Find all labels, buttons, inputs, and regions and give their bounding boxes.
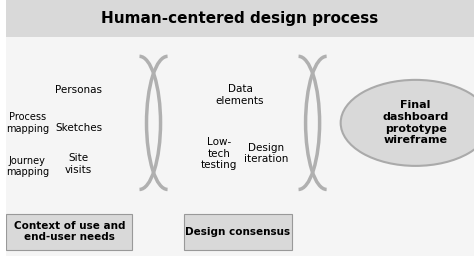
Text: Personas: Personas <box>55 84 102 95</box>
Ellipse shape <box>341 80 474 166</box>
FancyBboxPatch shape <box>6 37 474 256</box>
FancyBboxPatch shape <box>184 214 292 250</box>
Text: Low-
tech
testing: Low- tech testing <box>201 137 237 170</box>
FancyBboxPatch shape <box>6 0 474 37</box>
Text: Sketches: Sketches <box>55 123 102 133</box>
Text: Journey
mapping: Journey mapping <box>6 156 49 177</box>
Text: Data
elements: Data elements <box>216 84 264 105</box>
FancyBboxPatch shape <box>6 214 132 250</box>
Text: Human-centered design process: Human-centered design process <box>101 11 379 26</box>
Text: Final
dashboard
prototype
wireframe: Final dashboard prototype wireframe <box>383 100 449 145</box>
Text: Process
mapping: Process mapping <box>6 112 49 134</box>
Text: Context of use and
end-user needs: Context of use and end-user needs <box>14 221 125 242</box>
Text: Design consensus: Design consensus <box>185 227 290 237</box>
Text: Site
visits: Site visits <box>65 153 92 175</box>
Text: Design
iteration: Design iteration <box>244 143 288 164</box>
